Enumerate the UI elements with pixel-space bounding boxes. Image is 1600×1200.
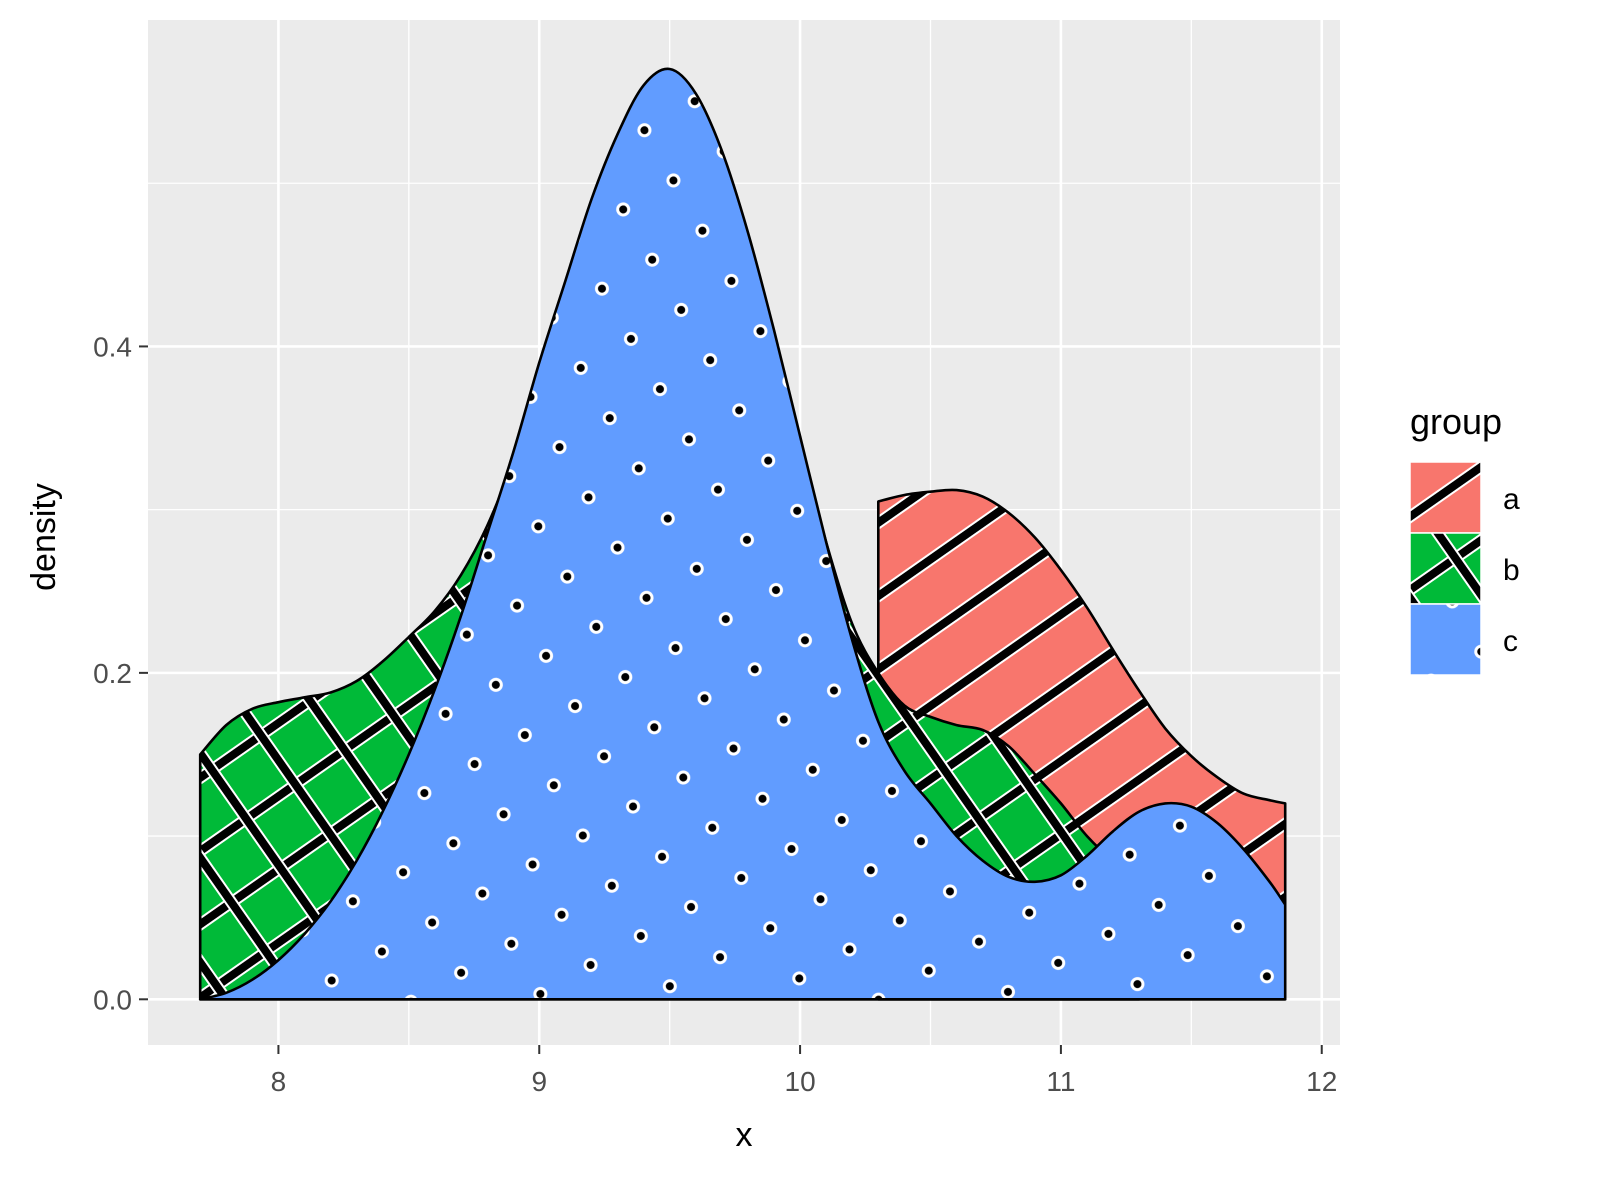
legend: group a b c — [1409, 401, 1520, 676]
legend-key-c — [1409, 603, 1482, 676]
legend-label-c: c — [1503, 625, 1518, 658]
legend-key-a — [1409, 461, 1482, 534]
y-tick-label: 0.4 — [93, 331, 132, 362]
x-tick-label: 11 — [1046, 1066, 1075, 1097]
legend-key-b — [1409, 532, 1482, 605]
y-tick-label: 0.0 — [93, 984, 132, 1015]
axes: 8 9 10 11 12 0.0 0.2 0.4 — [93, 331, 1337, 1097]
x-tick-label: 8 — [271, 1066, 287, 1097]
density-areas — [198, 67, 1287, 1001]
x-tick-label: 12 — [1306, 1066, 1337, 1097]
legend-label-a: a — [1503, 483, 1520, 516]
x-tick-label: 9 — [531, 1066, 547, 1097]
legend-title: group — [1410, 401, 1502, 442]
x-axis-title: x — [736, 1116, 753, 1154]
legend-label-b: b — [1503, 554, 1520, 587]
y-tick-label: 0.2 — [93, 658, 132, 689]
y-axis-title: density — [25, 483, 63, 591]
x-tick-label: 10 — [785, 1066, 816, 1097]
density-area-c — [198, 67, 1287, 1001]
